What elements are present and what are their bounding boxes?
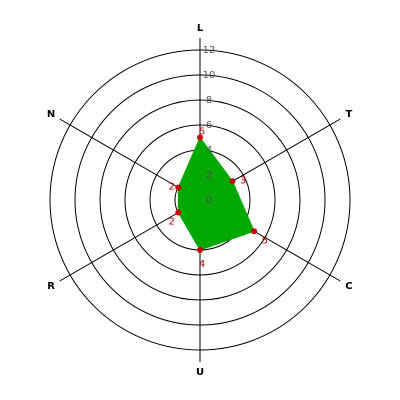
marker: [197, 247, 203, 253]
r-tick-label: 10: [203, 70, 216, 81]
value-label: 5: [199, 127, 205, 138]
r-tick-label: 0: [206, 195, 212, 206]
axis-label: R: [47, 281, 55, 292]
marker: [175, 184, 182, 191]
value-label: 2: [169, 217, 175, 228]
marker: [175, 209, 182, 216]
r-tick-label: 6: [206, 120, 212, 131]
value-label: 4: [199, 259, 205, 270]
radar-area: [177, 136, 255, 251]
r-tick-label: 8: [206, 95, 212, 106]
r-tick-label: 4: [206, 145, 212, 156]
r-tick-label: 2: [206, 170, 212, 181]
value-label: 5: [262, 235, 268, 246]
axis-label: N: [47, 109, 55, 120]
marker: [197, 134, 203, 141]
value-label: 3: [240, 175, 246, 186]
axis-label: C: [345, 281, 352, 292]
axis-label: L: [197, 23, 204, 34]
value-label: 2: [169, 182, 175, 193]
axis-label: T: [346, 109, 353, 120]
marker: [229, 178, 236, 185]
r-tick-label: 12: [203, 45, 216, 56]
axis-label: U: [196, 367, 204, 378]
marker: [251, 228, 258, 235]
